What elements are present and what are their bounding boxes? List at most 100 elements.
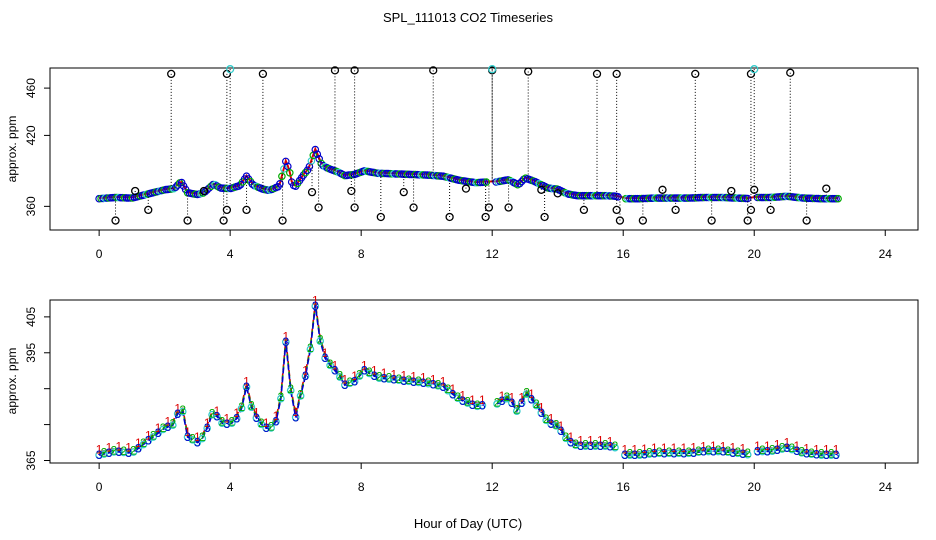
top-outlier-point	[481, 212, 490, 222]
series-3-marker: 3	[302, 369, 309, 383]
series-2-marker: 2	[209, 406, 216, 420]
bottom-measurement-point	[743, 450, 752, 459]
series-3-marker: 3	[341, 378, 348, 392]
bottom-measurement-point	[306, 345, 315, 354]
series-2-marker: 2	[818, 447, 825, 461]
series-2-marker: 2	[612, 439, 619, 453]
top-measurement-point	[515, 179, 524, 188]
bottom-measurement-point	[719, 447, 727, 456]
series-2-marker: 2	[169, 417, 176, 431]
series-3-marker: 3	[621, 448, 628, 462]
bottom-measurement-point	[429, 380, 438, 389]
top-measurement-point	[311, 145, 320, 154]
top-outlier-point	[461, 184, 471, 193]
series-2-marker: 2	[228, 415, 235, 429]
series-1-marker: 1	[322, 346, 329, 360]
bottom-measurement-point	[512, 407, 521, 415]
bottom-measurement-point	[218, 419, 226, 427]
bottom-measurement-point	[124, 449, 133, 457]
series-3-marker: 3	[430, 378, 437, 392]
top-x-tick-label: 8	[358, 247, 365, 261]
series-1-marker: 1	[243, 375, 250, 389]
series-2-marker: 2	[464, 395, 471, 409]
series-3-marker: 3	[518, 396, 525, 410]
top-measurement-point	[482, 178, 491, 186]
series-2-marker: 2	[705, 443, 712, 457]
bottom-measurement-point	[812, 450, 821, 459]
series-1-marker: 1	[661, 441, 668, 455]
bottom-measurement-point	[473, 402, 482, 411]
series-2-marker: 2	[572, 437, 579, 451]
top-outlier-point	[307, 188, 317, 197]
bottom-measurement-point	[345, 379, 354, 388]
series-1-marker: 1	[720, 439, 727, 453]
series-2-marker: 2	[734, 445, 741, 459]
series-2-marker: 2	[111, 443, 118, 457]
top-outlier-point	[409, 203, 418, 212]
top-outlier-point	[350, 203, 359, 212]
bottom-measurement-point	[336, 373, 344, 381]
top-panel: approx. ppm 0 4 8 12 16 20 24 360 420 460	[5, 65, 919, 261]
top-measurement-point	[234, 182, 243, 190]
series-2-marker: 2	[327, 357, 334, 371]
top-measurement-point	[303, 166, 312, 175]
bottom-measurement-point	[684, 449, 693, 458]
series-2-marker: 2	[150, 429, 157, 443]
series-3-marker: 3	[253, 411, 260, 425]
series-2-marker: 2	[685, 445, 692, 459]
series-3-marker: 3	[690, 446, 697, 460]
bottom-measurement-point	[468, 401, 477, 410]
series-3-marker: 3	[754, 445, 761, 459]
series-2-marker: 2	[828, 447, 835, 461]
bottom-measurement-point	[650, 449, 659, 458]
bottom-measurement-point	[223, 420, 231, 428]
series-3-marker: 3	[823, 448, 830, 462]
series-2-marker: 2	[160, 421, 167, 435]
series-1-marker: 1	[145, 428, 152, 442]
series-2-marker: 2	[636, 447, 643, 461]
top-outlier-point	[540, 212, 549, 222]
bottom-measurement-point	[699, 447, 708, 456]
series-3-marker: 3	[459, 394, 466, 408]
series-2-marker: 2	[130, 444, 137, 458]
bottom-measurement-point	[635, 451, 644, 459]
series-3-marker: 3	[125, 446, 132, 460]
series-2-marker: 2	[346, 375, 353, 389]
series-2-line	[98, 304, 837, 455]
bottom-x-tick-label: 12	[486, 480, 500, 494]
bottom-measurement-point	[522, 390, 531, 398]
series-2-marker: 2	[258, 416, 265, 430]
series-2-marker: 2	[140, 436, 147, 450]
series-2-marker: 2	[120, 444, 127, 458]
bottom-measurement-point	[802, 449, 811, 458]
bottom-measurement-point	[168, 421, 177, 430]
series-2-marker: 2	[425, 375, 432, 389]
bottom-measurement-point	[340, 381, 349, 389]
bottom-measurement-point	[507, 399, 516, 407]
bottom-measurement-point	[114, 448, 123, 456]
series-3-marker: 3	[764, 445, 771, 459]
top-outlier-point	[488, 65, 497, 74]
series-3-marker: 3	[548, 417, 555, 431]
series-2-marker: 2	[646, 446, 653, 460]
series-3-marker: 3	[410, 375, 417, 389]
bottom-measurement-point	[385, 375, 393, 384]
series-3-marker: 3	[671, 446, 678, 460]
top-measurement-point	[313, 150, 322, 159]
top-x-tick-label: 12	[486, 247, 500, 261]
top-outlier-point	[347, 186, 356, 196]
series-3-marker: 3	[479, 398, 486, 412]
bottom-measurement-point	[409, 378, 418, 386]
series-1-marker: 1	[391, 367, 398, 381]
top-outlier-point	[707, 216, 716, 225]
bottom-measurement-point	[232, 414, 241, 423]
bottom-measurement-point	[694, 448, 703, 457]
series-3-marker: 3	[597, 439, 604, 453]
bottom-measurement-point	[773, 446, 782, 454]
series-1-marker: 1	[263, 416, 270, 430]
series-3-marker: 3	[96, 448, 103, 462]
series-3-marker: 3	[440, 380, 447, 394]
series-1-marker: 1	[784, 436, 791, 450]
series-2-marker: 2	[725, 444, 732, 458]
series-2-marker: 2	[504, 390, 511, 404]
